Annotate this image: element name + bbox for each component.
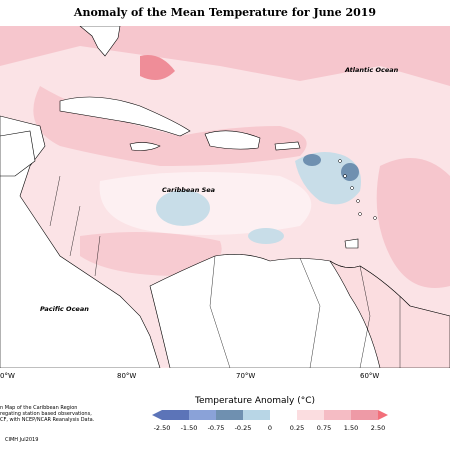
legend-colorbar: -2.50 -1.50 -0.75 -0.25 0 0.25 0.75 1.50 2.50	[152, 410, 388, 432]
legend-title: Temperature Anomaly (°C)	[195, 396, 316, 406]
border-venezuela-guyana	[299, 257, 321, 368]
warm-anomaly-south-caribbean	[80, 232, 222, 276]
cool-anomaly-core-east	[341, 163, 359, 181]
cool-anomaly-core-west	[303, 154, 321, 166]
map-title: Anomaly of the Mean Temperature for June…	[73, 6, 377, 19]
legend-tick-label: 2.50	[371, 424, 385, 432]
label-caribbean-sea: Caribbean Sea	[162, 186, 216, 194]
cool-anomaly-venezuela-coast	[248, 228, 284, 244]
florida	[79, 26, 121, 57]
legend-arrow-high	[378, 410, 388, 420]
legend-swatches	[152, 410, 388, 420]
legend-ticks: -2.50 -1.50 -0.75 -0.25 0 0.25 0.75 1.50 2.50	[154, 424, 386, 432]
legend-swatch	[324, 410, 351, 420]
legend-swatch	[162, 410, 189, 420]
legend-swatch	[243, 410, 270, 420]
legend-swatch	[270, 410, 297, 420]
footnote-line: n Map of the Caribbean Region	[0, 405, 78, 411]
jamaica	[129, 142, 161, 151]
credit: CIMH Jul2019	[5, 437, 39, 443]
legend-arrow-low	[152, 410, 162, 420]
border-guyana-suriname	[359, 265, 371, 368]
warm-anomaly-bahamas	[140, 55, 175, 80]
label-pacific-ocean: Pacific Ocean	[40, 305, 89, 313]
country-borders	[49, 175, 401, 368]
legend-tick-label: 1.50	[344, 424, 358, 432]
legend-tick-label: -2.50	[154, 424, 171, 432]
legend-tick-label: 0.75	[317, 424, 331, 432]
cool-anomaly-caribbean-sea	[156, 190, 210, 226]
trinidad	[344, 238, 359, 249]
legend-swatch	[189, 410, 216, 420]
legend-tick-label: 0.25	[290, 424, 304, 432]
map-area	[0, 26, 450, 368]
label-atlantic-ocean: Atlantic Ocean	[345, 66, 399, 74]
cuba	[59, 96, 191, 137]
puerto-rico	[274, 141, 301, 151]
warm-anomaly-guianas	[329, 260, 450, 368]
borders-central-america	[49, 175, 101, 277]
yucatan	[0, 130, 36, 177]
legend-swatch	[297, 410, 324, 420]
footnote-line: regating station based observations,	[0, 411, 92, 417]
legend-tick-label: 0	[268, 424, 272, 432]
footnote: n Map of the Caribbean Region regating s…	[0, 405, 120, 423]
legend-tick-label: -0.25	[235, 424, 252, 432]
central-america	[0, 115, 161, 368]
legend-swatch	[351, 410, 378, 420]
legend-tick-label: -1.50	[181, 424, 198, 432]
hispaniola	[204, 130, 261, 150]
x-tick-label: 70°W	[236, 372, 256, 380]
x-tick-label: 0°W	[0, 372, 15, 380]
lesser-antilles-islands	[338, 159, 377, 220]
temperature-anomaly-map	[0, 26, 450, 368]
warm-anomaly-east	[376, 158, 450, 288]
footnote-line: CF, with NCEP/NCAR Reanalysis Data.	[0, 417, 95, 423]
legend-swatch	[216, 410, 243, 420]
border-colombia-venezuela	[209, 255, 231, 368]
x-tick-label: 60°W	[360, 372, 380, 380]
x-tick-label: 80°W	[117, 372, 137, 380]
legend-tick-label: -0.75	[208, 424, 225, 432]
